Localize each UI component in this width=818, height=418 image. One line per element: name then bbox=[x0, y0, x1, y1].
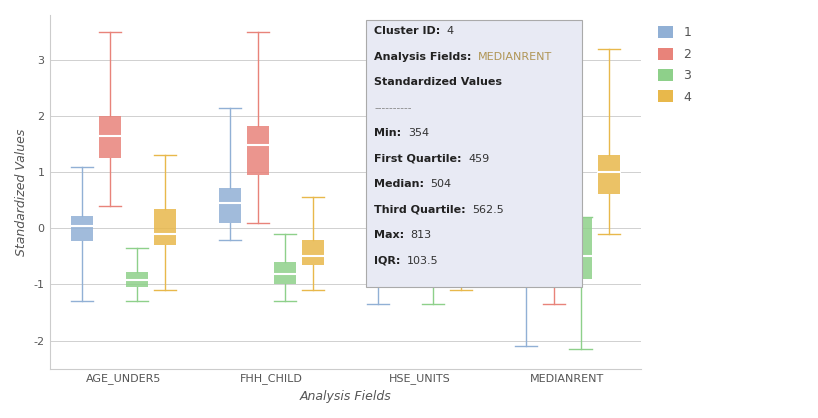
Bar bbox=[543, 192, 565, 223]
Text: First Quartile:: First Quartile: bbox=[375, 154, 465, 163]
Text: ----------: ---------- bbox=[375, 103, 411, 113]
Bar bbox=[274, 262, 296, 285]
Text: Third Quartile:: Third Quartile: bbox=[375, 204, 470, 214]
Text: 354: 354 bbox=[407, 128, 429, 138]
Text: Cluster ID:: Cluster ID: bbox=[375, 26, 444, 36]
Bar bbox=[154, 209, 176, 245]
Text: 459: 459 bbox=[468, 154, 489, 163]
Text: MEDIANRENT: MEDIANRENT bbox=[478, 52, 552, 62]
Legend: 1, 2, 3, 4: 1, 2, 3, 4 bbox=[654, 21, 696, 109]
FancyBboxPatch shape bbox=[366, 20, 582, 287]
Y-axis label: Standardized Values: Standardized Values bbox=[15, 128, 28, 255]
Text: Analysis Fields:: Analysis Fields: bbox=[375, 52, 475, 62]
Text: 813: 813 bbox=[411, 230, 432, 240]
Text: Max:: Max: bbox=[375, 230, 408, 240]
Bar bbox=[302, 240, 324, 265]
Bar bbox=[450, 184, 472, 231]
Text: 562.5: 562.5 bbox=[472, 204, 504, 214]
Text: 103.5: 103.5 bbox=[407, 255, 438, 265]
Bar bbox=[99, 116, 121, 158]
Text: 4: 4 bbox=[447, 26, 454, 36]
Bar bbox=[515, 220, 537, 285]
X-axis label: Analysis Fields: Analysis Fields bbox=[299, 390, 391, 403]
Bar bbox=[598, 155, 620, 194]
Bar bbox=[247, 126, 269, 175]
Bar bbox=[421, 259, 443, 287]
Text: Min:: Min: bbox=[375, 128, 406, 138]
Bar bbox=[395, 130, 417, 186]
Text: Standardized Values: Standardized Values bbox=[375, 77, 502, 87]
Text: Median:: Median: bbox=[375, 179, 429, 189]
Bar bbox=[71, 216, 93, 241]
Text: 504: 504 bbox=[430, 179, 452, 189]
Bar bbox=[219, 188, 241, 223]
Bar bbox=[569, 217, 591, 279]
Bar bbox=[126, 272, 148, 287]
Bar bbox=[366, 240, 389, 262]
Text: IQR:: IQR: bbox=[375, 255, 405, 265]
